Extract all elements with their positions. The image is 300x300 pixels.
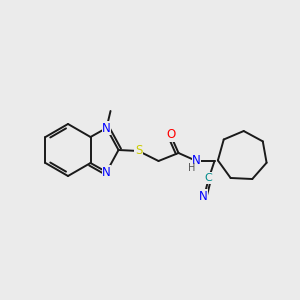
- Text: N: N: [199, 190, 208, 202]
- Text: O: O: [166, 128, 175, 142]
- Text: N: N: [102, 122, 111, 134]
- Text: S: S: [135, 145, 142, 158]
- Text: N: N: [192, 154, 201, 166]
- Text: N: N: [102, 166, 111, 178]
- Text: C: C: [205, 173, 212, 183]
- Text: H: H: [188, 163, 195, 173]
